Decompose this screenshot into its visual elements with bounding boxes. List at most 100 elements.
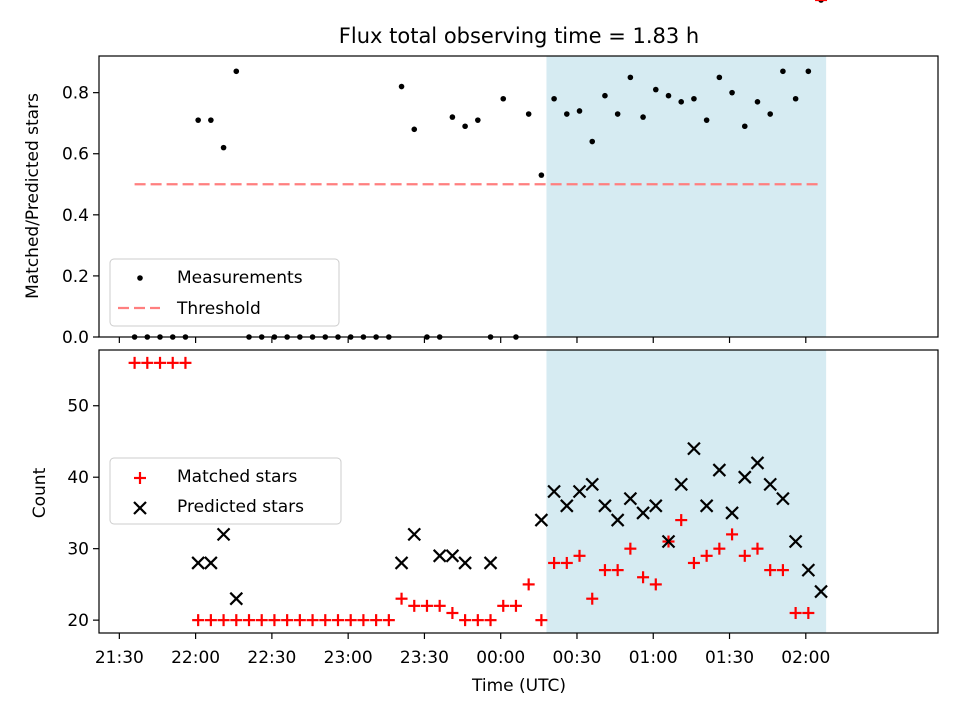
bottom-y-ticks: 20 30 40 50: [67, 397, 99, 631]
y-tick-label: 50: [67, 397, 89, 417]
predicted-star-point: [547, 484, 561, 499]
predicted-star-point: [776, 491, 790, 506]
legend-predicted-marker: [133, 501, 147, 515]
matched-star-point: [751, 542, 764, 555]
measurement-point: [665, 92, 672, 99]
matched-star-point: [637, 571, 650, 584]
matched-star-point: [395, 592, 408, 605]
matched-star-point: [319, 614, 332, 627]
matched-star-point: [624, 542, 637, 555]
y-tick-label: 0.2: [62, 267, 89, 287]
matched-star-point: [471, 614, 484, 627]
matched-star-point: [484, 614, 497, 627]
matched-star-point: [459, 614, 472, 627]
bottom-shaded-window: [546, 350, 827, 633]
predicted-star-point: [699, 499, 714, 513]
measurement-point: [754, 99, 761, 105]
matched-star-point: [726, 528, 739, 541]
y-tick-label: 0.4: [62, 206, 89, 226]
legend-measurements-marker: [137, 275, 143, 281]
measurement-point: [449, 114, 456, 120]
matched-star-point: [776, 564, 789, 577]
bottom-y-axis-label: Count: [30, 467, 50, 518]
matched-star-point: [789, 606, 802, 619]
predicted-star-point: [407, 527, 422, 542]
matched-star-point: [382, 614, 395, 627]
measurement-point: [538, 172, 545, 178]
legend-threshold-label: Threshold: [176, 299, 261, 319]
measurement-point: [729, 89, 735, 96]
measurement-point: [602, 92, 608, 99]
measurement-point: [767, 111, 773, 117]
predicted-star-point: [191, 556, 205, 570]
measurement-point: [640, 114, 646, 120]
predicted-star-point: [204, 556, 218, 570]
legend-matched-label: Matched stars: [177, 467, 297, 487]
legend-measurements-label: Measurements: [177, 268, 303, 288]
matched-star-point: [738, 549, 751, 562]
x-tick-label: 21:30: [95, 648, 144, 668]
predicted-star-point: [610, 513, 625, 527]
matched-star-point: [230, 614, 243, 627]
matched-star-point: [535, 614, 548, 627]
matched-star-point: [509, 599, 522, 612]
measurement-point: [208, 117, 214, 123]
x-tick-label: 01:30: [705, 648, 754, 668]
matched-star-point: [560, 556, 573, 569]
x-tick-label: 23:30: [400, 648, 449, 668]
matched-star-point: [281, 614, 294, 627]
measurement-point: [716, 74, 723, 81]
y-tick-label: 30: [67, 540, 89, 560]
measurement-point: [741, 123, 748, 130]
predicted-star-point: [814, 584, 828, 599]
y-tick-label: 0.0: [62, 328, 89, 348]
bottom-legend: Matched stars Predicted stars: [109, 457, 342, 525]
measurement-point: [411, 126, 418, 133]
top-y-ticks: 0.0 0.2 0.4 0.6 0.8: [62, 84, 99, 348]
predicted-star-point: [229, 591, 244, 606]
y-tick-label: 40: [67, 468, 89, 488]
matched-star-point: [713, 542, 726, 555]
predicted-star-point: [572, 484, 587, 499]
measurement-point: [564, 111, 570, 117]
matched-star-point: [306, 614, 319, 627]
measurement-point: [576, 108, 583, 114]
matched-star-point: [802, 606, 815, 619]
matched-star-point: [204, 614, 217, 627]
bottom-markers: [128, 0, 828, 627]
matched-star-point: [408, 599, 421, 612]
measurement-point: [691, 95, 697, 102]
measurement-point: [652, 86, 659, 93]
matched-star-point: [522, 578, 535, 591]
x-tick-label: 22:30: [247, 648, 296, 668]
bottom-legend-box: [109, 457, 342, 525]
x-tick-label: 01:00: [629, 648, 678, 668]
predicted-star-point: [788, 534, 803, 549]
predicted-star-point: [712, 463, 727, 477]
predicted-star-point: [216, 527, 231, 542]
measurement-point: [462, 123, 468, 130]
predicted-star-point: [737, 470, 752, 484]
x-tick-label: 23:00: [324, 648, 373, 668]
measurement-point: [220, 144, 227, 151]
top-legend: Measurements Threshold: [109, 258, 340, 327]
matched-star-point: [370, 614, 383, 627]
matched-star-point: [243, 614, 256, 627]
y-tick-label: 0.8: [62, 84, 89, 104]
measurement-point: [500, 95, 507, 102]
predicted-star-point: [394, 556, 409, 570]
predicted-star-point: [674, 477, 688, 492]
measurement-point: [614, 111, 621, 117]
matched-star-point: [268, 614, 281, 627]
top-panel: 0.00.20.40.60.8 Matched/Predicted stars …: [23, 0, 939, 348]
x-tick-label: 22:00: [171, 648, 220, 668]
matched-star-point: [446, 606, 459, 619]
matched-star-point: [217, 614, 230, 627]
measurement-point: [792, 95, 799, 102]
predicted-star-point: [623, 491, 638, 506]
matched-star-point: [154, 356, 167, 369]
predicted-star-point: [585, 477, 600, 492]
measurement-point: [589, 138, 596, 145]
matched-star-point: [420, 599, 433, 612]
predicted-star-point: [636, 506, 650, 520]
